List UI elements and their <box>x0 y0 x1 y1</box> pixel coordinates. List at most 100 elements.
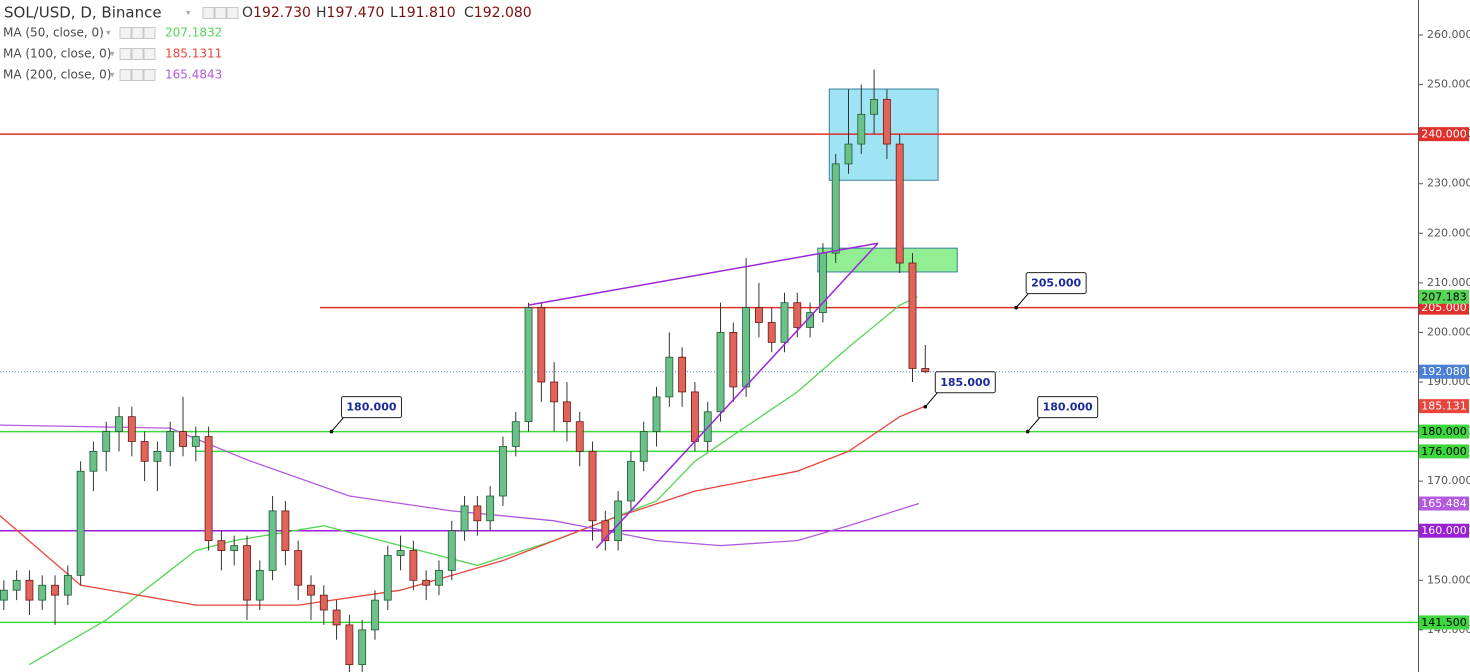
candle-body <box>409 550 418 581</box>
ohlc-key: C <box>464 5 474 21</box>
legend-icon <box>226 7 239 19</box>
candle-body <box>780 302 789 343</box>
candle <box>473 496 482 536</box>
candle-body <box>268 510 277 571</box>
ohlc-key: O <box>242 5 253 21</box>
candle-body <box>524 307 533 423</box>
y-tick-label: 250.000 <box>1427 78 1470 91</box>
ohlc-item: L191.810 <box>390 5 456 21</box>
candle <box>166 421 175 467</box>
candle-body <box>908 262 917 369</box>
ohlc-item: O192.730 <box>242 5 311 21</box>
candle-body <box>844 143 853 165</box>
candle-body <box>575 421 584 452</box>
ohlc-item: C192.080 <box>464 5 532 21</box>
candle-body <box>332 609 341 626</box>
candle <box>435 560 443 596</box>
level-label: 180.000 <box>1421 425 1467 438</box>
candle-body <box>870 99 879 115</box>
ma-name: MA (200, close, 0) <box>3 68 111 82</box>
annotation-pointer <box>924 392 938 408</box>
candle-body <box>460 505 469 532</box>
candle <box>281 500 290 566</box>
ma-axis-label-box <box>1419 496 1469 511</box>
candle-body <box>191 436 200 447</box>
candle <box>191 426 200 462</box>
legend-icon <box>131 27 144 39</box>
annotation-box <box>340 396 402 419</box>
legend-icon <box>131 69 144 81</box>
candle-body <box>230 545 239 551</box>
candle <box>563 382 571 442</box>
candle <box>921 344 930 374</box>
level-label-box <box>1419 127 1469 142</box>
candle-body <box>921 368 930 373</box>
candle-body <box>767 322 776 343</box>
candle-body <box>716 332 725 413</box>
candle <box>588 441 597 541</box>
candle-body <box>435 569 443 586</box>
candle-body <box>319 594 328 611</box>
candle-body <box>857 113 866 145</box>
candle <box>716 302 725 422</box>
y-tick-label: 260.000 <box>1427 28 1470 41</box>
y-tick-label: 220.000 <box>1427 226 1470 239</box>
candle-body <box>166 431 175 452</box>
candle <box>153 441 162 492</box>
candle <box>217 530 226 571</box>
candle-body <box>550 381 559 403</box>
ma-axis-label: 207.183 <box>1421 290 1467 303</box>
candle <box>38 575 47 611</box>
candle <box>665 332 674 407</box>
candle <box>882 89 891 159</box>
annotation-box <box>1025 272 1087 295</box>
candle-body <box>627 460 635 502</box>
candle <box>396 535 405 571</box>
ma-name: MA (50, close, 0) <box>3 26 104 40</box>
legend-icon <box>119 48 132 60</box>
zone <box>817 247 958 273</box>
candle <box>818 243 827 323</box>
ohlc-item: H197.470 <box>316 5 384 21</box>
ma-value: 207.1832 <box>165 26 222 40</box>
annotation-pointer <box>1027 417 1041 432</box>
candle-body <box>511 421 520 447</box>
annotation-box <box>1037 396 1099 419</box>
candle-body <box>345 624 354 665</box>
candle-body <box>153 451 162 462</box>
candle-body <box>588 451 597 522</box>
annotation-pointer <box>1015 293 1029 308</box>
candle-body <box>447 530 456 571</box>
candle <box>460 496 469 541</box>
legend-icon <box>119 69 132 81</box>
candle <box>268 496 277 581</box>
candle <box>601 510 610 551</box>
level-label: 240.000 <box>1421 128 1467 141</box>
candle <box>140 431 149 482</box>
legend-icon <box>214 7 227 19</box>
candle <box>652 386 661 447</box>
ma-name: MA (100, close, 0) <box>3 47 111 61</box>
candle <box>729 322 738 402</box>
ma-axis-label-box <box>1419 289 1469 304</box>
level-label-box <box>1419 444 1469 459</box>
candle <box>294 540 303 601</box>
candle <box>409 540 418 591</box>
dropdown-arrow: ▾ <box>186 9 191 19</box>
level-label: 205.000 <box>1421 301 1467 314</box>
ma-value: 165.4843 <box>165 68 222 82</box>
candle-body <box>358 629 367 665</box>
level-label-box <box>1419 300 1469 315</box>
candle-body <box>831 163 840 254</box>
y-tick-label: 150.000 <box>1427 573 1470 586</box>
candle <box>307 575 315 620</box>
price-axis: 140.000150.000160.000170.000180.000190.0… <box>1418 0 1470 672</box>
last-price-label-box <box>1419 364 1469 379</box>
candle <box>243 535 251 620</box>
annotation-text: 180.000 <box>346 401 396 414</box>
ohlc-value: 197.470 <box>327 5 385 21</box>
candle <box>639 421 648 472</box>
candle-body <box>294 550 303 586</box>
candle-body <box>383 555 392 601</box>
